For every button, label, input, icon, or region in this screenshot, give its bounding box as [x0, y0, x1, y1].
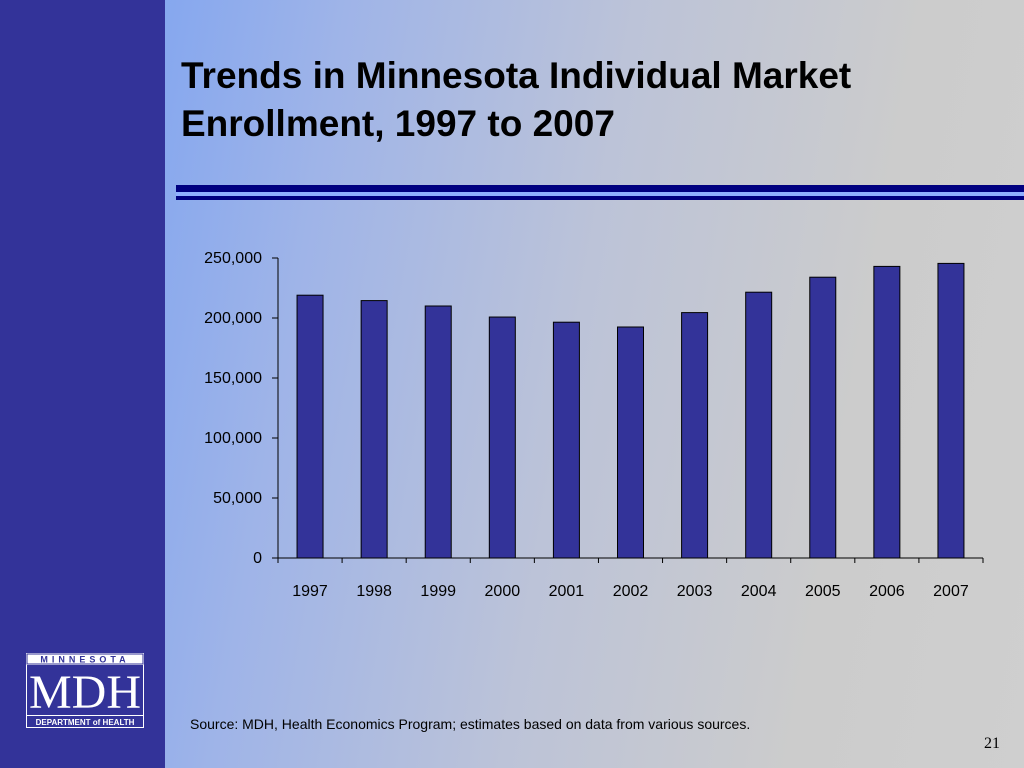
x-tick-label: 2002: [613, 583, 649, 600]
x-tick-label: 1997: [292, 583, 328, 600]
x-tick-label: 2003: [677, 583, 713, 600]
logo-bottom-text: DEPARTMENT of HEALTH: [36, 718, 135, 727]
logo-top-text: MINNESOTA: [40, 655, 129, 665]
bar-1997: [296, 294, 324, 559]
bar-2001: [552, 321, 580, 559]
x-tick-label: 1999: [420, 583, 456, 600]
enrollment-bar-chart: 0 50,000 100,000 150,000 200,000 250,000 1997 1…: [204, 250, 984, 600]
page-number: 21: [984, 735, 1000, 752]
bar-1999: [424, 305, 452, 559]
title-rule-light: [176, 192, 1024, 196]
x-tick-label: 2001: [549, 583, 585, 600]
title-rule-thick: [176, 185, 1024, 192]
x-tick-label: 2005: [805, 583, 841, 600]
x-tick-label: 2006: [869, 583, 905, 600]
title-rule-thin: [176, 196, 1024, 200]
y-tick-label: 0: [253, 550, 262, 567]
y-tick-label: 150,000: [204, 370, 262, 387]
y-tick-label: 200,000: [204, 310, 262, 327]
bar-2007: [937, 262, 965, 559]
title-line-1: Trends in Minnesota Individual Market: [181, 55, 852, 96]
x-tick-label: 2007: [933, 583, 969, 600]
y-tick-label: 50,000: [213, 490, 262, 507]
y-tick-label: 100,000: [204, 430, 262, 447]
x-tick-label: 1998: [356, 583, 392, 600]
bar-2006: [873, 265, 901, 559]
y-tick-label: 250,000: [204, 250, 262, 267]
bar-2005: [809, 276, 837, 559]
mdh-logo: MINNESOTA MDH DEPARTMENT of HEALTH: [26, 653, 144, 728]
x-tick-label: 2004: [741, 583, 777, 600]
bar-2002: [617, 326, 644, 559]
bar-2003: [681, 312, 709, 559]
slide-title: Trends in Minnesota Individual Market En…: [181, 52, 981, 148]
bar-2000: [488, 316, 516, 559]
logo-main-text: MDH: [29, 666, 141, 719]
bar-2004: [745, 291, 773, 559]
source-note: Source: MDH, Health Economics Program; e…: [190, 716, 751, 732]
title-line-2: Enrollment, 1997 to 2007: [181, 103, 615, 144]
bar-1998: [360, 300, 388, 559]
x-tick-label: 2000: [485, 583, 521, 600]
left-sidebar-band: [0, 0, 165, 768]
